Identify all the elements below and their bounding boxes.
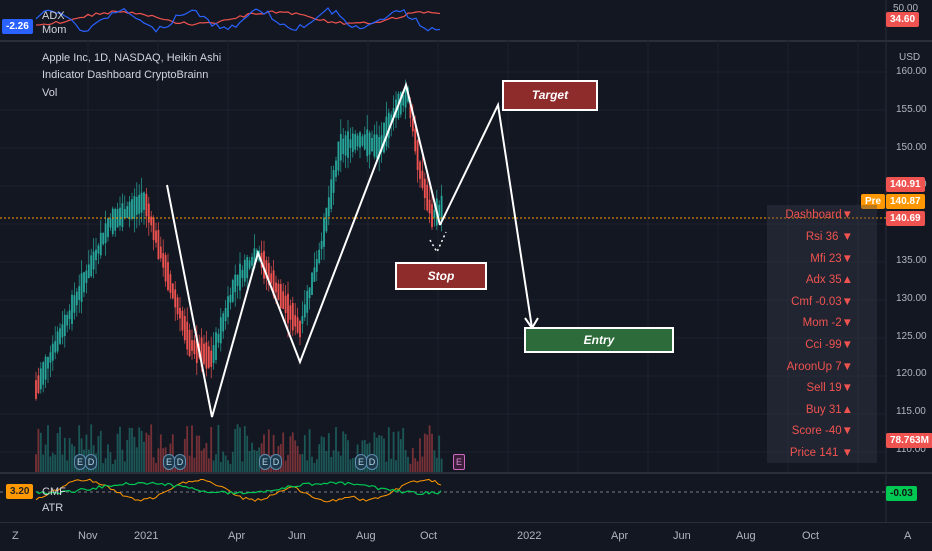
premarket-label: Pre xyxy=(861,194,886,209)
time-axis-label: Oct xyxy=(420,530,438,542)
price-axis-label: 130.00 xyxy=(896,292,927,304)
adx-legend[interactable]: ADX xyxy=(42,10,65,22)
dashboard-row-aroonup: AroonUp 7▼ xyxy=(786,360,853,373)
price-axis-label: 155.00 xyxy=(896,103,927,115)
adx-mom-panel[interactable]: ADX Mom -2.26 50.00 34.60 xyxy=(0,0,932,40)
pane-divider-bottom[interactable] xyxy=(0,472,932,474)
price-axis-label: 135.00 xyxy=(896,255,927,266)
time-axis-label: Apr xyxy=(228,530,246,542)
dashboard-row-mom: Mom -2▼ xyxy=(802,317,853,330)
cmf-value-tag: -0.03 xyxy=(886,486,917,501)
earnings-icon[interactable]: E xyxy=(259,454,271,470)
dashboard-row-score: Score -40▼ xyxy=(791,425,853,438)
adx-mom-chart xyxy=(35,0,887,40)
dividend-icon[interactable]: D xyxy=(174,454,186,470)
cmf-atr-panel[interactable]: CMF ATR 3.20 -0.03 xyxy=(0,474,932,522)
dashboard-row-buy: Buy 31▲ xyxy=(805,403,853,416)
dashboard-row-cmf: Cmf -0.03▼ xyxy=(791,295,853,308)
dashboard-row-sell: Sell 19▼ xyxy=(806,382,853,395)
time-axis[interactable]: Z Nov 2021 Apr Jun Aug Oct 2022 Apr Jun Aug Oct A xyxy=(0,522,932,551)
stop-label[interactable]: Stop xyxy=(395,262,487,290)
indicator-dashboard: Dashboard▼ Rsi 36 ▼ Mfi 23▼ Adx 35▲ Cmf -0.… xyxy=(767,205,877,463)
dashboard-title: Dashboard▼ xyxy=(785,209,853,221)
premarket-price-tag: 140.87 xyxy=(886,194,925,209)
dividend-icon[interactable]: D xyxy=(366,454,378,470)
dashboard-row-rsi: Rsi 36 ▼ xyxy=(805,231,853,243)
volume-tag: 78.763M xyxy=(886,433,932,448)
time-axis-label: 2021 xyxy=(134,530,159,542)
zoom-reset-icon[interactable]: Z xyxy=(12,530,19,542)
mom-value-tag: -2.26 xyxy=(2,19,33,34)
dashboard-row-adx: Adx 35▲ xyxy=(805,274,853,287)
time-axis-label: Jun xyxy=(288,530,306,542)
target-label[interactable]: Target xyxy=(502,80,598,111)
price-axis-label: 115.00 xyxy=(896,406,926,418)
atr-value-tag: 3.20 xyxy=(6,484,34,499)
time-axis-label: 2022 xyxy=(517,530,542,542)
auto-scale-icon[interactable]: A xyxy=(904,530,912,542)
price-axis-label: 125.00 xyxy=(896,330,927,342)
close-price-tag: 140.69 xyxy=(886,211,925,226)
price-chart xyxy=(0,40,887,472)
time-axis-label: Aug xyxy=(736,530,756,542)
price-axis-label: 160.00 xyxy=(896,66,927,77)
price-axis-label: 120.00 xyxy=(896,368,927,380)
dashboard-row-mfi: Mfi 23▼ xyxy=(810,252,853,265)
mom-legend[interactable]: Mom xyxy=(42,24,67,36)
last-price-tag: 140.91 xyxy=(886,177,925,192)
volume-legend[interactable]: Vol xyxy=(42,87,58,99)
dividend-icon[interactable]: D xyxy=(270,454,282,470)
indicator-legend[interactable]: Indicator Dashboard CryptoBrainn xyxy=(42,69,209,81)
price-axis-label: 150.00 xyxy=(896,141,927,153)
price-axis[interactable]: 160.00155.00150.00145.00135.00130.00125.… xyxy=(886,40,932,472)
dashboard-row-price: Price 141 ▼ xyxy=(789,447,853,459)
time-axis-label: Oct xyxy=(802,530,820,542)
upcoming-earnings-icon[interactable]: E xyxy=(453,454,465,470)
time-axis-label: Apr xyxy=(611,530,629,542)
symbol-legend[interactable]: Apple Inc, 1D, NASDAQ, Heikin Ashi xyxy=(42,52,222,64)
dividend-icon[interactable]: D xyxy=(85,454,97,470)
main-chart-panel[interactable]: Apple Inc, 1D, NASDAQ, Heikin Ashi Indic… xyxy=(0,40,932,472)
cmf-atr-chart xyxy=(0,474,887,522)
atr-legend[interactable]: ATR xyxy=(42,502,64,514)
time-axis-label: Nov xyxy=(78,530,98,542)
adx-value-tag: 34.60 xyxy=(886,12,920,27)
time-axis-label: Aug xyxy=(356,530,376,542)
cmf-legend[interactable]: CMF xyxy=(42,486,66,498)
currency-label[interactable]: USD xyxy=(899,52,921,63)
price-axis-label: 110.00 xyxy=(896,444,926,455)
time-axis-label: Jun xyxy=(673,530,691,542)
entry-label[interactable]: Entry xyxy=(524,327,674,353)
dashboard-row-cci: Cci -99▼ xyxy=(805,339,853,351)
pane-divider-top[interactable] xyxy=(0,40,932,42)
top-axis-label: 50.00 xyxy=(893,3,919,14)
